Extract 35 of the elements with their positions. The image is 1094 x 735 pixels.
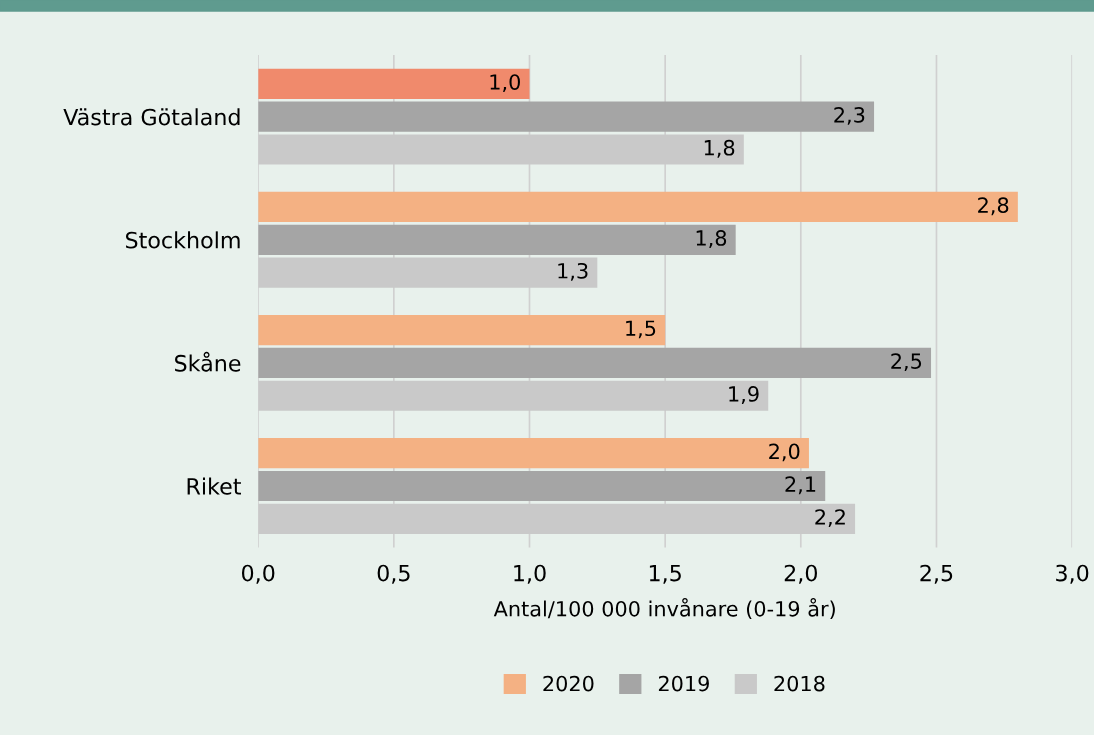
x-tick-label: 2,0	[784, 564, 817, 584]
y-tick-label: Stockholm	[125, 231, 240, 249]
data-label: 1,3	[558, 262, 588, 281]
data-label: 2,8	[978, 197, 1009, 216]
x-tick-label: 3,0	[1056, 564, 1089, 584]
data-label: 1,0	[490, 74, 520, 93]
data-label: 1,9	[729, 386, 759, 404]
data-label: 1,5	[626, 320, 656, 339]
data-label: 2,5	[891, 353, 922, 372]
x-tick-label: 1,5	[649, 564, 681, 584]
x-axis-title: Antal/100 000 invånare (0-19 år)	[493, 598, 835, 620]
y-tick-label: Riket	[187, 477, 241, 495]
y-tick-label: Skåne	[175, 351, 241, 372]
bar	[258, 347, 932, 379]
legend-label: 2018	[774, 675, 825, 692]
data-label: 2,3	[834, 106, 865, 125]
y-tick-label: Västra Götaland	[63, 108, 240, 126]
bar	[258, 224, 736, 255]
data-label: 1,8	[696, 230, 727, 248]
bar	[258, 470, 826, 502]
data-label: 2,1	[785, 476, 816, 495]
bar	[258, 101, 875, 132]
bar	[258, 191, 1018, 223]
bar	[258, 68, 530, 99]
bar	[258, 438, 809, 469]
legend-label: 2020	[543, 675, 594, 692]
x-tick-label: 2,5	[920, 564, 953, 584]
bar	[258, 314, 666, 346]
x-tick-label: 0,5	[377, 564, 410, 584]
data-label: 2,2	[815, 509, 845, 528]
x-tick-label: 1,0	[514, 564, 546, 584]
legend-label: 2019	[658, 675, 709, 692]
data-label: 2,0	[769, 443, 800, 462]
x-tick-label: 0,0	[241, 564, 275, 584]
data-label: 1,8	[704, 139, 735, 158]
